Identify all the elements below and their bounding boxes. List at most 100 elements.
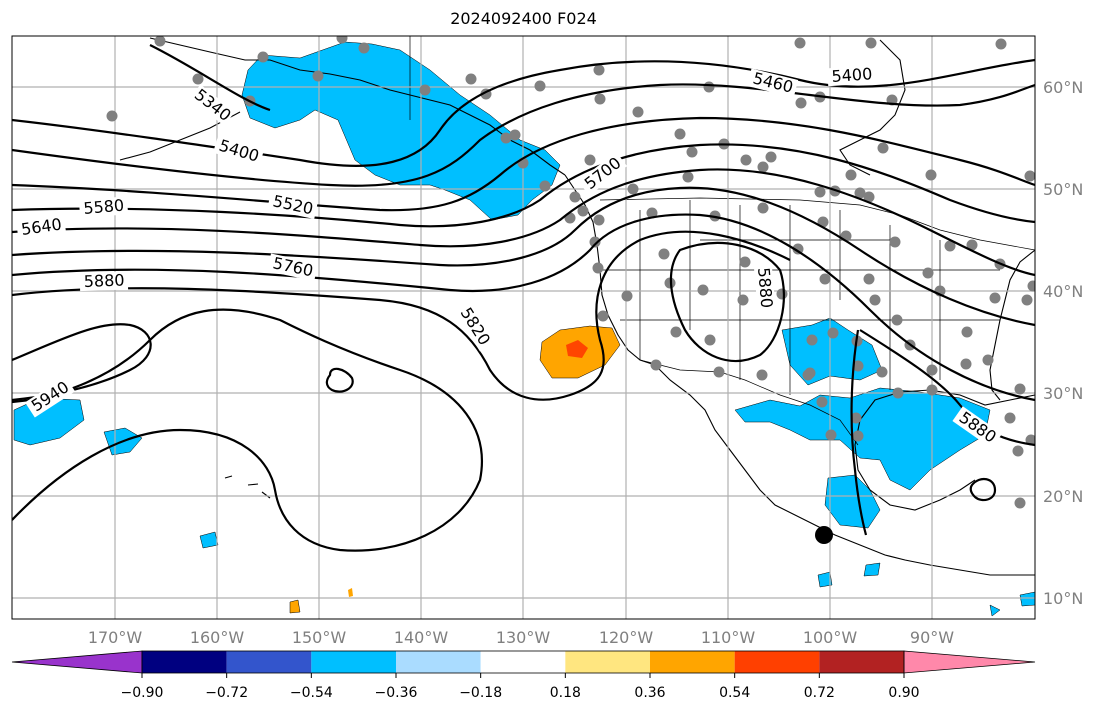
lon-tick-label: 130°W	[496, 628, 551, 647]
lat-tick-label: 20°N	[1043, 487, 1083, 506]
station-dot	[926, 364, 938, 376]
station-dot	[670, 326, 682, 338]
contour-5880-pacific	[12, 308, 483, 552]
station-dot	[1027, 280, 1035, 292]
station-dot	[192, 73, 204, 85]
station-dot	[358, 42, 370, 54]
station-dot	[816, 396, 828, 408]
shade-offshore-core	[566, 340, 588, 358]
coast-alaska	[149, 37, 566, 176]
station-dot	[627, 183, 639, 195]
colorbar-outline	[141, 650, 905, 674]
station-dot	[876, 366, 888, 378]
station-dot	[500, 132, 512, 144]
lon-tick-label: 170°W	[88, 628, 143, 647]
contour-5700	[12, 186, 1035, 327]
station-dot	[966, 239, 978, 251]
colorbar-tick-label: −0.36	[375, 685, 418, 701]
border-us-mexico	[639, 359, 859, 446]
contour-5820	[12, 230, 791, 401]
coast-aleutians	[119, 111, 241, 161]
colorbar-tick-label: 0.18	[550, 685, 581, 701]
station-dot	[539, 180, 551, 192]
station-dot	[877, 142, 889, 154]
contour-small-high	[325, 367, 354, 393]
contour-5880-east	[859, 329, 1035, 447]
lat-tick-label: 10°N	[1043, 589, 1083, 608]
contour-label-5400-east: 5400	[831, 64, 873, 86]
station-dot	[814, 186, 826, 198]
station-dot	[589, 236, 601, 248]
lat-tick-label: 40°N	[1043, 282, 1083, 301]
station-dot	[845, 169, 857, 181]
lon-tick-label: 100°W	[803, 628, 858, 647]
colorbar-segment	[650, 651, 735, 673]
station-dot	[682, 171, 694, 183]
station-dot	[926, 384, 938, 396]
station-dot	[697, 284, 709, 296]
station-dot	[593, 64, 605, 76]
station-dot	[569, 191, 581, 203]
contour-5880-gulf	[850, 329, 868, 536]
station-dot	[889, 236, 901, 248]
station-dot	[509, 129, 521, 141]
contour-label-5880-ridge: 5880	[754, 267, 776, 309]
lat-axis: 60°N 50°N 40°N 30°N 20°N 10°N	[1043, 78, 1083, 608]
station-dot	[960, 358, 972, 370]
coast-hudson	[839, 39, 906, 176]
station-dot	[850, 412, 862, 424]
colorbar: −0.90 −0.72 −0.54 −0.36 −0.18 0.18 0.36 0.54 0.7…	[11, 650, 1036, 701]
station-dot	[650, 359, 662, 371]
station-dot	[865, 37, 877, 49]
station-dot	[765, 151, 777, 163]
station-dot	[106, 110, 118, 122]
contour-5340	[149, 44, 271, 112]
colorbar-tick-label: 0.90	[888, 685, 919, 701]
lat-tick-label: 50°N	[1043, 180, 1083, 199]
station-dot	[704, 334, 716, 346]
contour-label-5880-west: 5880	[83, 271, 124, 291]
station-dot	[995, 38, 1007, 50]
station-dot	[336, 36, 348, 44]
lon-axis: 170°W 160°W 150°W 140°W 130°W 120°W 110°…	[88, 628, 954, 647]
colorbar-segment	[311, 651, 396, 673]
lon-tick-label: 150°W	[292, 628, 347, 647]
storm-marker	[815, 526, 833, 544]
station-dot	[852, 430, 864, 442]
lon-tick-label: 120°W	[599, 628, 654, 647]
station-dot	[961, 326, 973, 338]
station-dot	[632, 106, 644, 118]
station-dot	[852, 360, 864, 372]
colorbar-segment	[819, 651, 904, 673]
station-dot	[854, 187, 866, 199]
station-dot	[154, 36, 166, 47]
station-dot	[257, 51, 269, 63]
station-dot	[465, 73, 477, 85]
shade-mexico-south	[824, 474, 881, 529]
lon-tick-label: 90°W	[910, 628, 954, 647]
contour-5640	[12, 168, 1035, 277]
station-dot	[776, 288, 788, 300]
station-dot	[1004, 412, 1016, 424]
station-dot	[925, 169, 937, 181]
station-dot	[739, 256, 751, 268]
lon-tick-label: 160°W	[190, 628, 245, 647]
station-dot	[944, 240, 956, 252]
station-dot	[713, 366, 725, 378]
lat-tick-label: 60°N	[1043, 78, 1083, 97]
station-dot	[757, 161, 769, 173]
map-frame	[11, 35, 1036, 620]
station-dot	[802, 369, 814, 381]
station-dot	[621, 290, 633, 302]
station-dot	[646, 207, 658, 219]
station-dot	[592, 262, 604, 274]
station-dot	[827, 327, 839, 339]
station-dot	[825, 429, 837, 441]
colorbar-extend-max	[903, 650, 1036, 674]
colorbar-segment	[226, 651, 312, 673]
station-dot	[740, 154, 752, 166]
contour-5760	[12, 213, 1035, 402]
colorbar-tick-label: 0.54	[719, 685, 750, 701]
station-dot	[703, 81, 715, 93]
